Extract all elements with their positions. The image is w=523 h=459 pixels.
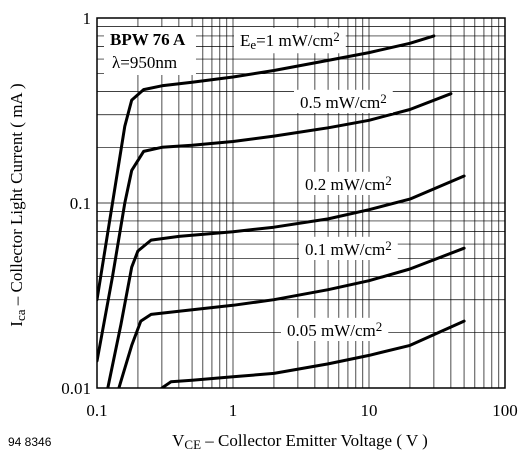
curve xyxy=(97,34,436,302)
x-axis-label-part: – Collector Emitter Voltage ( V ) xyxy=(201,431,428,450)
plot-frame xyxy=(96,17,506,389)
x-tick-label: 1 xyxy=(229,401,238,420)
series-label: 0.1 mW/cm2 xyxy=(305,238,392,259)
x-axis-label-part: CE xyxy=(184,437,201,452)
device-name: BPW 76 A xyxy=(110,30,186,49)
figure-number: 94 8346 xyxy=(8,435,52,449)
series-label-part: 2 xyxy=(385,173,392,188)
series-label-part: 2 xyxy=(333,29,340,44)
x-axis-label-part: V xyxy=(172,431,185,450)
series-label: 0.2 mW/cm2 xyxy=(305,173,392,194)
series-label-part: e xyxy=(250,37,256,52)
x-tick-label: 100 xyxy=(492,401,518,420)
label-background xyxy=(234,27,346,54)
series-label-part: 0.1 mW/cm xyxy=(305,240,385,259)
curve xyxy=(117,246,466,388)
series-label-part: 0.5 mW/cm xyxy=(300,93,380,112)
x-tick-label: 0.1 xyxy=(86,401,107,420)
y-axis-label-part: ca xyxy=(13,309,28,321)
series-label-part: 0.05 mW/cm xyxy=(287,321,376,340)
wavelength: λ=950nm xyxy=(112,53,177,72)
series-label-part: E xyxy=(240,31,250,50)
label-background xyxy=(281,317,389,341)
series-label-part: 2 xyxy=(380,91,387,106)
curves xyxy=(97,34,466,388)
series-label: Ee=1 mW/cm2 xyxy=(240,29,340,52)
curve xyxy=(160,319,466,388)
label-background xyxy=(299,171,398,195)
x-axis-label: VCE – Collector Emitter Voltage ( V ) xyxy=(172,431,428,452)
label-background xyxy=(294,89,393,113)
y-axis-label-part: I xyxy=(7,321,26,327)
x-tick-label: 10 xyxy=(361,401,378,420)
series-label-part: =1 mW/cm xyxy=(256,31,333,50)
series-label: 0.5 mW/cm2 xyxy=(300,91,387,112)
y-tick-label: 1 xyxy=(83,9,92,28)
series-label-part: 2 xyxy=(385,238,392,253)
y-tick-label: 0.1 xyxy=(70,194,91,213)
label-background xyxy=(299,236,398,260)
series-label-part: 0.2 mW/cm xyxy=(305,175,385,194)
curve xyxy=(97,92,453,363)
label-background xyxy=(104,27,196,75)
series-label-part: 2 xyxy=(376,319,383,334)
series-label: 0.05 mW/cm2 xyxy=(287,319,382,340)
y-axis-label: Ica – Collector Light Current ( mA ) xyxy=(7,83,28,326)
curve xyxy=(106,174,466,388)
y-axis-label-part: – Collector Light Current ( mA ) xyxy=(7,83,26,309)
y-tick-label: 0.01 xyxy=(61,379,91,398)
